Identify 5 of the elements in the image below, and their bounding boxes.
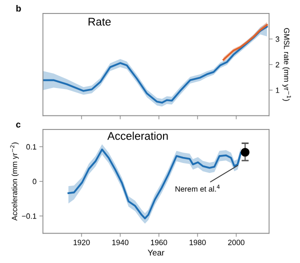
x-axis-title: Year xyxy=(148,250,164,256)
chart-title: Rate xyxy=(88,18,111,26)
text: b xyxy=(16,4,21,12)
chart-title: Acceleration xyxy=(107,132,168,140)
text: c xyxy=(16,122,21,128)
